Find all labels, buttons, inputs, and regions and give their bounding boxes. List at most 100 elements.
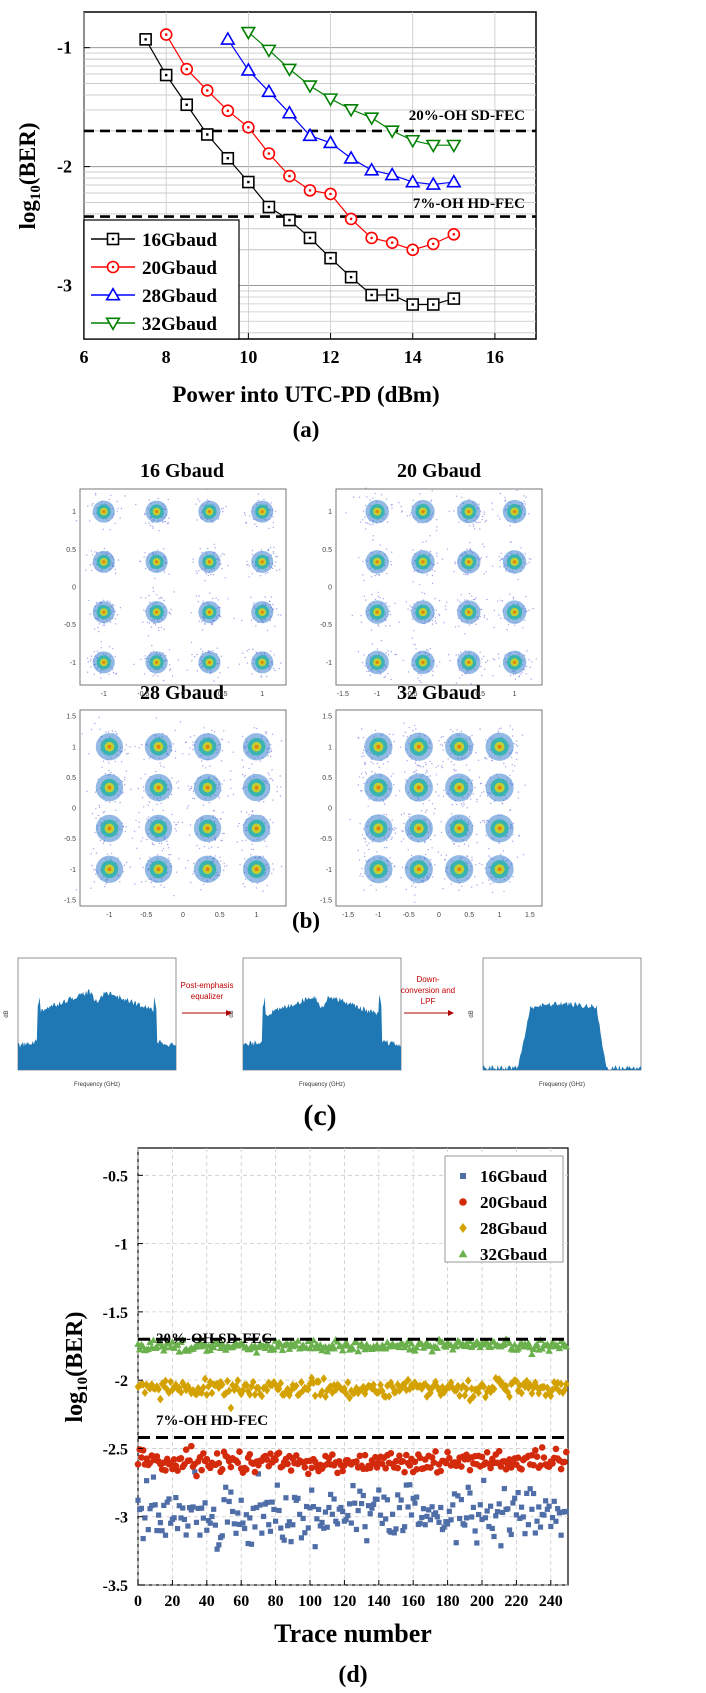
symbol-sample [92,503,93,504]
symbol-sample [366,773,367,774]
symbol-sample [245,879,246,880]
d-point-20Gbaud [188,1443,195,1450]
symbol-sample [118,559,119,560]
constellation-title-20: 20 Gbaud [397,460,481,482]
symbol-sample [386,847,387,848]
constellation-x-tick: -1.5 [337,691,349,698]
symbol-sample [279,569,280,570]
symbol-sample [360,790,361,791]
constellation-y-tick: 1 [328,744,332,751]
cluster-core [421,560,424,563]
d-point-16Gbaud [350,1483,355,1488]
symbol-sample [392,734,393,735]
constellation-x-tick: 1.5 [525,912,535,919]
symbol-sample [476,801,477,802]
symbol-sample [385,625,386,626]
symbol-sample [239,864,240,865]
symbol-sample [91,729,92,730]
symbol-sample [479,863,480,864]
d-point-16Gbaud [271,1507,276,1512]
cluster-core [255,867,259,871]
symbol-sample [87,505,88,506]
symbol-sample [414,902,415,903]
symbol-sample [436,526,437,527]
symbol-sample [391,863,392,864]
symbol-sample [178,781,179,782]
symbol-sample [362,574,363,575]
symbol-sample [441,832,442,833]
d-point-16Gbaud [383,1516,388,1521]
d-point-16Gbaud [399,1497,404,1502]
d-point-16Gbaud [428,1517,433,1522]
symbol-sample [277,556,278,557]
d-point-16Gbaud [352,1501,357,1506]
symbol-sample [474,787,475,788]
symbol-sample [126,862,127,863]
symbol-sample [409,515,410,516]
legend-label-16Gbaud: 16Gbaud [142,230,217,251]
step-label-2: Down- [416,975,439,984]
d-point-16Gbaud [142,1515,147,1520]
symbol-sample [481,864,482,865]
symbol-sample [95,494,96,495]
cluster-core [457,745,461,749]
symbol-sample [156,594,157,595]
d-point-16Gbaud [481,1478,486,1483]
d-point-16Gbaud [173,1495,178,1500]
cluster-core [421,610,424,613]
symbol-sample [522,672,523,673]
data-point-20Gbaud-dot [350,218,353,221]
d-point-16Gbaud [359,1501,364,1506]
symbol-sample [145,655,146,656]
symbol-sample [241,811,242,812]
symbol-sample [368,806,369,807]
symbol-sample [178,858,179,859]
symbol-sample [498,657,499,658]
symbol-sample [270,744,271,745]
symbol-sample [251,673,252,674]
symbol-sample [436,774,437,775]
symbol-sample [436,767,437,768]
symbol-sample [483,573,484,574]
symbol-sample [365,841,366,842]
symbol-sample [233,752,234,753]
d-point-20Gbaud [247,1451,254,1458]
d-point-16Gbaud [531,1491,536,1496]
symbol-sample [210,863,211,864]
d-point-16Gbaud [159,1528,164,1533]
symbol-sample [123,871,124,872]
symbol-sample [203,601,204,602]
d-point-16Gbaud [306,1525,311,1530]
symbol-sample [505,570,506,571]
d-point-16Gbaud [213,1523,218,1528]
x-tick-label: 16 [486,347,504,367]
d-point-20Gbaud [236,1448,243,1455]
symbol-sample [196,570,197,571]
data-point-20Gbaud-dot [268,152,271,155]
symbol-sample [119,802,120,803]
symbol-sample [525,785,526,786]
symbol-sample [404,771,405,772]
symbol-sample [207,499,208,500]
symbol-sample [359,497,360,498]
symbol-sample [385,602,386,603]
symbol-sample [191,786,192,787]
symbol-sample [99,717,100,718]
symbol-sample [91,656,92,657]
constellation-x-tick: 0 [181,691,185,698]
symbol-sample [466,549,467,550]
symbol-sample [119,881,120,882]
symbol-sample [91,570,92,571]
d-point-16Gbaud [414,1494,419,1499]
symbol-sample [513,743,514,744]
d-point-16Gbaud [204,1528,209,1533]
symbol-sample [363,654,364,655]
symbol-sample [424,593,425,594]
symbol-sample [363,783,364,784]
symbol-sample [469,770,470,771]
symbol-sample [386,840,387,841]
d-point-16Gbaud [356,1508,361,1513]
symbol-sample [220,555,221,556]
symbol-sample [359,875,360,876]
symbol-sample [384,847,385,848]
